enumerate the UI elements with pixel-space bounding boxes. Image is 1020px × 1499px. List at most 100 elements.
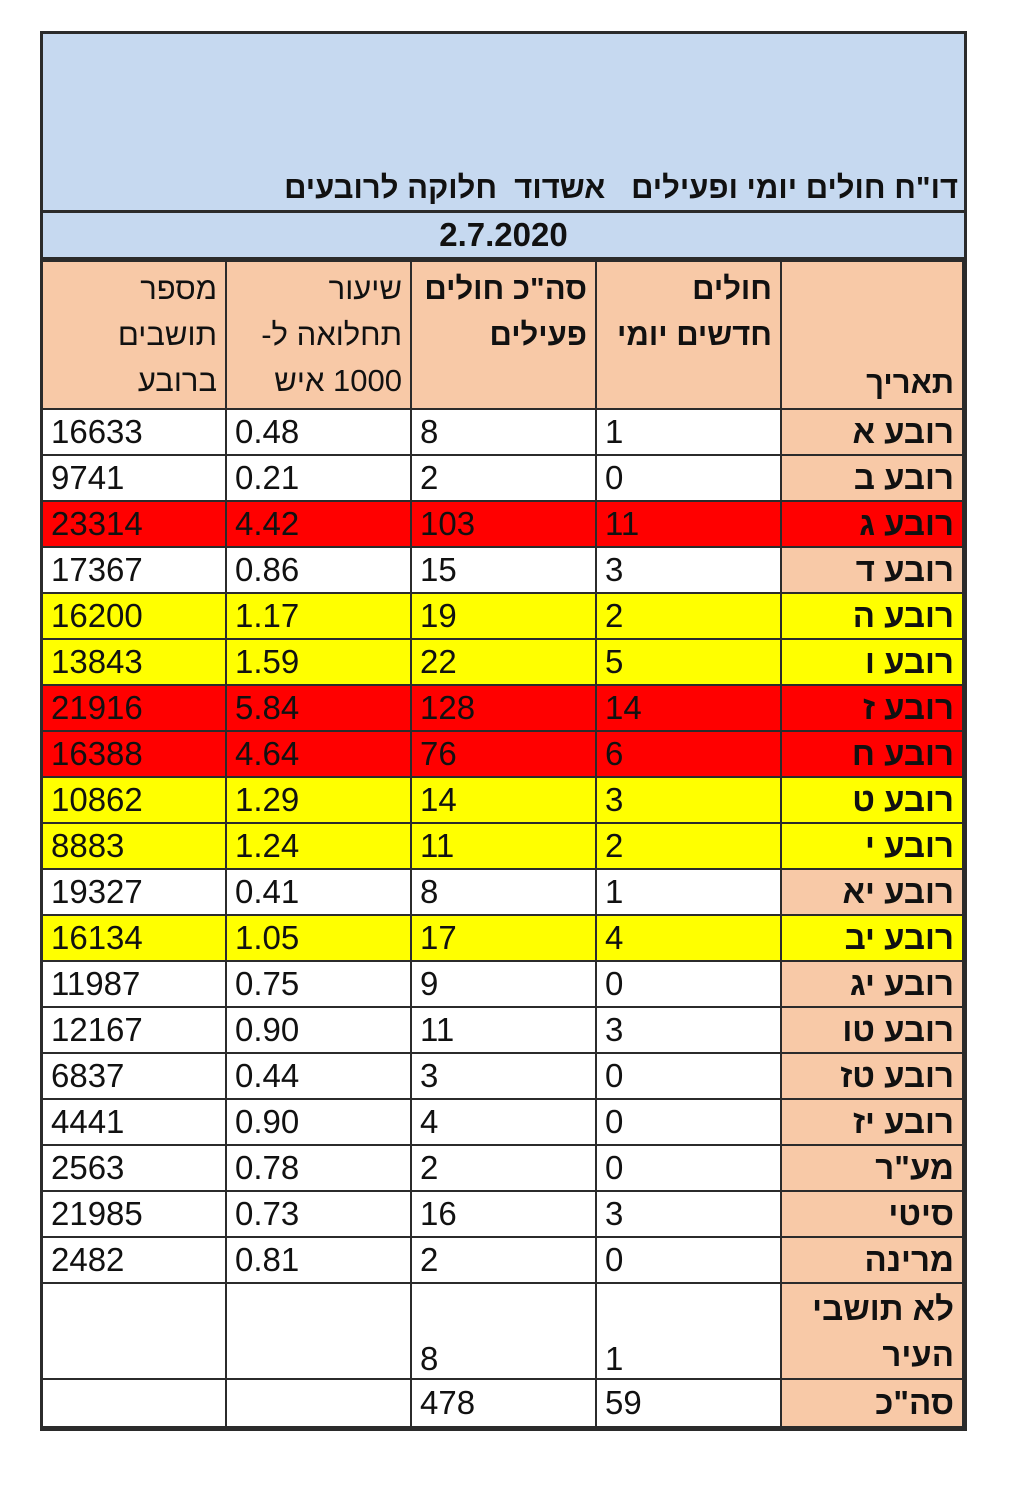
table-row: רובע ז 14 128 5.84 21916 [41,684,964,732]
table-row: רובע א 1 8 0.48 16633 [41,408,964,456]
district-name-cell: רובע ג [780,500,964,548]
active-cases-cell: 3 [410,1052,597,1100]
district-name-cell: רובע טז [780,1052,964,1100]
table-row: לא תושבי העיר 1 8 [41,1282,964,1380]
active-cases-cell: 128 [410,684,597,732]
new-cases-cell: 3 [595,1006,782,1054]
active-cases-cell: 478 [410,1378,597,1428]
table-row: מרינה 0 2 0.81 2482 [41,1236,964,1284]
population-cell: 11987 [41,960,227,1008]
population-cell: 16633 [41,408,227,456]
morbidity-rate-cell [225,1378,412,1428]
table-row: רובע טו 3 11 0.90 12167 [41,1006,964,1054]
active-cases-cell: 76 [410,730,597,778]
district-name-cell: רובע יז [780,1098,964,1146]
title-row: דו"ח חולים יומי ופעילים אשדוד חלוקה לרוב… [43,34,964,210]
new-cases-cell: 3 [595,546,782,594]
active-cases-cell: 2 [410,1144,597,1192]
table-row: רובע ח 6 76 4.64 16388 [41,730,964,778]
active-cases-cell: 2 [410,454,597,502]
district-name-cell: רובע ח [780,730,964,778]
district-name-cell: רובע י [780,822,964,870]
report-banner: דו"ח חולים יומי ופעילים אשדוד חלוקה לרוב… [43,34,964,213]
table-row: רובע יא 1 8 0.41 19327 [41,868,964,916]
morbidity-rate-cell: 0.78 [225,1144,412,1192]
district-name-cell: רובע א [780,408,964,456]
new-cases-cell: 4 [595,914,782,962]
morbidity-rate-cell: 0.21 [225,454,412,502]
district-name-cell: רובע טו [780,1006,964,1054]
new-cases-cell: 3 [595,776,782,824]
district-name-cell: לא תושבי העיר [780,1282,964,1380]
population-cell: 17367 [41,546,227,594]
new-cases-cell: 2 [595,592,782,640]
report-title: דו"ח חולים יומי ופעילים אשדוד חלוקה לרוב… [284,170,958,205]
district-name-cell: מע"ר [780,1144,964,1192]
table-row: רובע ה 2 19 1.17 16200 [41,592,964,640]
column-header-rate: שיעור תחלואה ל- 1000 איש [225,260,412,410]
active-cases-cell: 16 [410,1190,597,1238]
active-cases-cell: 8 [410,408,597,456]
population-cell: 16134 [41,914,227,962]
active-cases-cell: 17 [410,914,597,962]
active-cases-cell: 11 [410,1006,597,1054]
morbidity-rate-cell: 0.48 [225,408,412,456]
morbidity-rate-cell: 0.81 [225,1236,412,1284]
morbidity-rate-cell [225,1282,412,1380]
active-cases-cell: 8 [410,868,597,916]
morbidity-rate-cell: 0.41 [225,868,412,916]
new-cases-cell: 6 [595,730,782,778]
population-cell: 21985 [41,1190,227,1238]
population-cell: 2563 [41,1144,227,1192]
population-cell: 16388 [41,730,227,778]
new-cases-cell: 0 [595,1144,782,1192]
new-cases-cell: 0 [595,1236,782,1284]
header-row: תאריך חולים חדשים יומי סה"כ חולים פעילים… [41,260,964,410]
new-cases-cell: 59 [595,1378,782,1428]
district-name-cell: רובע ב [780,454,964,502]
active-cases-cell: 2 [410,1236,597,1284]
active-cases-cell: 8 [410,1282,597,1380]
table-row: רובע ב 0 2 0.21 9741 [41,454,964,502]
new-cases-cell: 1 [595,868,782,916]
table-row: סה"כ 59 478 [41,1378,964,1428]
new-cases-cell: 1 [595,1282,782,1380]
population-cell: 4441 [41,1098,227,1146]
active-cases-cell: 103 [410,500,597,548]
morbidity-rate-cell: 4.42 [225,500,412,548]
active-cases-cell: 14 [410,776,597,824]
active-cases-cell: 15 [410,546,597,594]
morbidity-rate-cell: 1.29 [225,776,412,824]
morbidity-rate-cell: 1.17 [225,592,412,640]
new-cases-cell: 2 [595,822,782,870]
population-cell: 6837 [41,1052,227,1100]
new-cases-cell: 3 [595,1190,782,1238]
morbidity-rate-cell: 0.44 [225,1052,412,1100]
table-row: רובע טז 0 3 0.44 6837 [41,1052,964,1100]
column-header-active: סה"כ חולים פעילים [410,260,597,410]
district-name-cell: רובע יג [780,960,964,1008]
population-cell [41,1282,227,1380]
population-cell: 21916 [41,684,227,732]
morbidity-rate-cell: 0.86 [225,546,412,594]
district-name-cell: רובע ז [780,684,964,732]
new-cases-cell: 11 [595,500,782,548]
column-header-new: חולים חדשים יומי [595,260,782,410]
column-header-name: תאריך [780,260,964,410]
population-cell: 12167 [41,1006,227,1054]
new-cases-cell: 0 [595,454,782,502]
table-row: רובע יב 4 17 1.05 16134 [41,914,964,962]
morbidity-rate-cell: 1.05 [225,914,412,962]
population-cell: 2482 [41,1236,227,1284]
morbidity-rate-cell: 1.24 [225,822,412,870]
column-header-population: מספר תושבים ברובע [41,260,227,410]
table-row: מע"ר 0 2 0.78 2563 [41,1144,964,1192]
new-cases-cell: 5 [595,638,782,686]
morbidity-rate-cell: 5.84 [225,684,412,732]
morbidity-rate-cell: 4.64 [225,730,412,778]
district-name-cell: רובע ו [780,638,964,686]
district-name-cell: רובע יא [780,868,964,916]
population-cell: 10862 [41,776,227,824]
new-cases-cell: 1 [595,408,782,456]
active-cases-cell: 19 [410,592,597,640]
